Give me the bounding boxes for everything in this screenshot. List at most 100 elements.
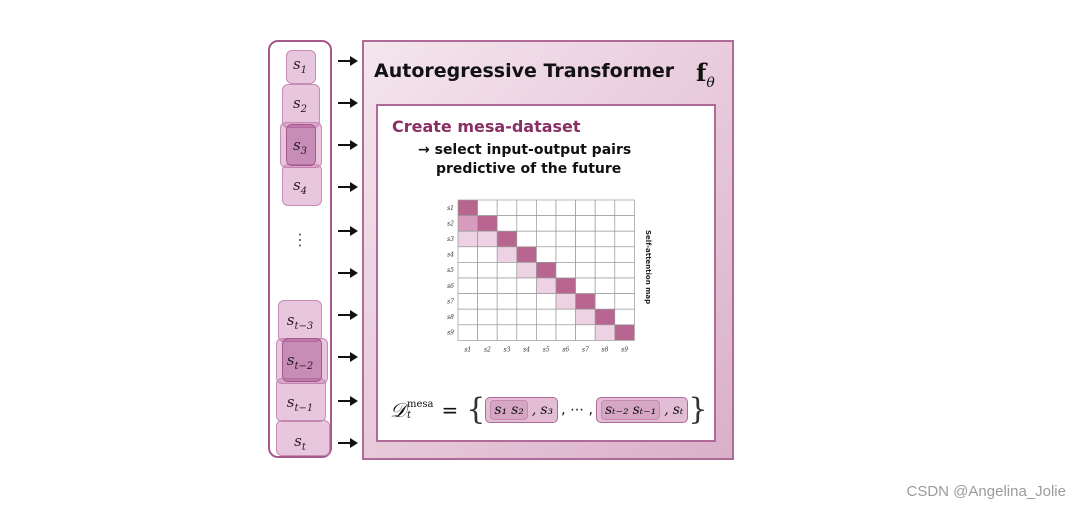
input-arrow bbox=[338, 56, 358, 66]
attention-cell bbox=[614, 199, 635, 216]
col-label: s2 bbox=[484, 346, 491, 353]
token-label: s1 bbox=[268, 55, 332, 76]
token-subscript: 1 bbox=[300, 65, 308, 76]
token-box bbox=[276, 420, 330, 456]
formula-D-sup: mesa bbox=[406, 399, 434, 410]
attention-cell bbox=[594, 293, 616, 310]
attention-cell bbox=[614, 215, 635, 232]
attention-cell bbox=[614, 246, 635, 263]
attention-cell bbox=[516, 230, 537, 248]
row-label: s8 bbox=[447, 314, 454, 321]
attention-cell bbox=[594, 308, 616, 326]
attention-cell bbox=[477, 199, 498, 216]
attention-cell bbox=[516, 262, 537, 279]
input-arrow bbox=[338, 98, 358, 108]
self-attention-label: Self-attention map bbox=[644, 230, 652, 305]
formula-close-brace: } bbox=[688, 392, 708, 427]
attention-cell bbox=[457, 262, 478, 279]
mesa-dataset-formula: 𝒟 mesa t = { s₁ s₂ , s₃ , ⋯ , sₜ₋₂ sₜ₋₁ … bbox=[390, 390, 707, 430]
attention-cell bbox=[496, 230, 518, 248]
attention-cell bbox=[555, 277, 576, 294]
formula-open-brace: { bbox=[466, 392, 486, 427]
formula-pair-1-comma: , bbox=[531, 402, 537, 418]
attention-cell bbox=[496, 308, 518, 326]
attention-cell bbox=[477, 246, 498, 263]
token-label: s3 bbox=[268, 136, 332, 157]
formula-D: 𝒟 bbox=[390, 398, 406, 422]
token-subscript: t bbox=[301, 442, 306, 453]
token-symbol: s bbox=[292, 94, 301, 112]
col-label: s7 bbox=[582, 346, 589, 353]
token-label: s4 bbox=[268, 176, 332, 197]
attention-cell bbox=[516, 308, 537, 326]
col-label: s6 bbox=[562, 346, 569, 353]
attention-cell bbox=[516, 293, 537, 310]
attention-cell bbox=[555, 230, 576, 248]
token-box bbox=[286, 50, 316, 84]
row-label: s1 bbox=[447, 205, 454, 212]
token-box bbox=[282, 164, 322, 206]
attention-cell bbox=[477, 277, 498, 294]
attention-cell bbox=[594, 230, 616, 248]
attention-cell bbox=[575, 324, 596, 341]
attention-cell bbox=[614, 262, 635, 279]
attention-cell bbox=[516, 324, 537, 341]
mesa-title: Create mesa-dataset bbox=[392, 117, 581, 136]
attention-cell bbox=[575, 293, 596, 310]
attention-cell bbox=[496, 293, 518, 310]
formula-pair-2-input-2: sₜ₋₁ bbox=[632, 402, 657, 418]
formula-D-sub: t bbox=[406, 410, 411, 421]
input-arrow bbox=[338, 182, 358, 192]
attention-cell bbox=[457, 293, 478, 310]
input-arrow bbox=[338, 438, 358, 448]
attention-cell bbox=[516, 277, 537, 294]
col-label: s4 bbox=[523, 346, 530, 353]
formula-pair-1-input-2: s₂ bbox=[511, 402, 524, 418]
token-box bbox=[278, 300, 322, 342]
token-overlap bbox=[286, 124, 316, 166]
token-overlap bbox=[282, 338, 322, 382]
attention-cell bbox=[536, 199, 557, 216]
token-label: s2 bbox=[268, 94, 332, 115]
attention-cell bbox=[555, 246, 576, 263]
attention-cell bbox=[457, 199, 478, 216]
transformer-title: Autoregressive Transformer bbox=[374, 60, 675, 82]
row-label: s2 bbox=[447, 220, 454, 227]
col-label: s9 bbox=[621, 346, 628, 353]
token-subscript: t−3 bbox=[294, 321, 314, 332]
attention-cell bbox=[614, 308, 635, 326]
token-symbol: s bbox=[292, 176, 301, 194]
token-symbol: s bbox=[292, 136, 301, 154]
token-symbol: s bbox=[286, 393, 295, 411]
attention-cell bbox=[614, 324, 635, 341]
row-label: s5 bbox=[447, 267, 454, 274]
attention-cell bbox=[575, 246, 596, 263]
attention-cell bbox=[496, 199, 518, 216]
attention-cell bbox=[614, 230, 635, 248]
attention-cell bbox=[575, 277, 596, 294]
token-subscript: 3 bbox=[300, 146, 308, 157]
col-label: s8 bbox=[602, 346, 609, 353]
col-label: s3 bbox=[504, 346, 511, 353]
attention-cell bbox=[477, 215, 498, 232]
input-arrow bbox=[338, 140, 358, 150]
row-label: s4 bbox=[447, 252, 454, 259]
token-symbol: s bbox=[294, 432, 302, 450]
attention-cell bbox=[496, 277, 518, 294]
token-symbol: s bbox=[286, 311, 295, 329]
attention-cell bbox=[536, 215, 557, 232]
self-attention-grid: s1 s2 s3 s4 s5 s6 s7 s8 s9 s1 s2 s3 s4 s5 s6 s7 s8 s9 bbox=[447, 199, 635, 353]
token-label: st−3 bbox=[268, 311, 332, 332]
attention-cell bbox=[555, 262, 576, 279]
token-label: st−2 bbox=[268, 351, 332, 372]
attention-cell bbox=[594, 262, 616, 279]
formula-D-scripts: mesa t bbox=[407, 399, 434, 421]
attention-cell bbox=[536, 308, 557, 326]
mesa-description-line1: → select input-output pairs bbox=[418, 142, 632, 158]
attention-cell bbox=[575, 199, 596, 216]
formula-pair-1-inputs: s₁ s₂ bbox=[490, 400, 528, 420]
token-subscript: 2 bbox=[300, 104, 308, 115]
attention-cell bbox=[555, 215, 576, 232]
attention-cell bbox=[536, 246, 557, 263]
attention-cell bbox=[594, 324, 616, 341]
